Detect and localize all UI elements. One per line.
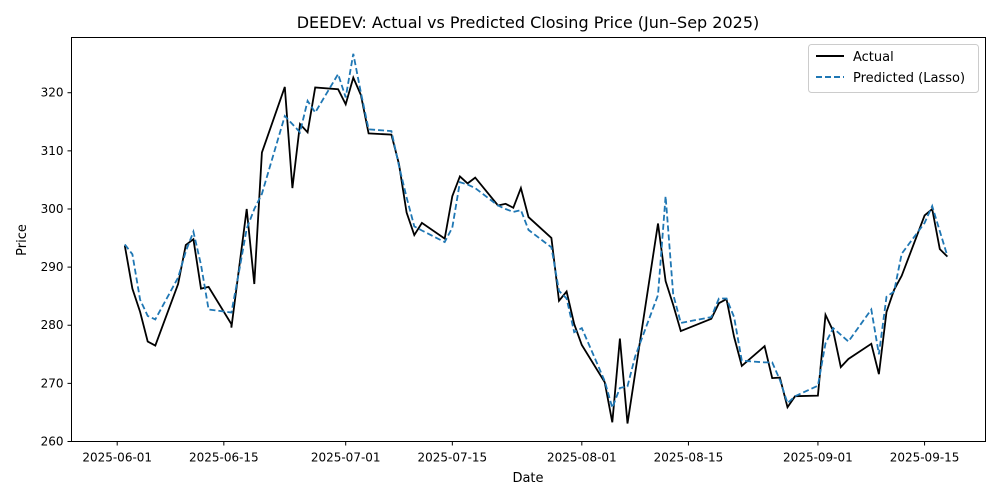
x-tick-label: 2025-09-15 — [890, 451, 960, 465]
x-tick-label: 2025-08-15 — [654, 451, 724, 465]
y-tick-label: 270 — [41, 376, 64, 390]
plot-area — [123, 53, 949, 424]
y-tick-label: 280 — [41, 318, 64, 332]
plot-frame — [71, 37, 986, 442]
y-tick-label: 300 — [41, 202, 64, 216]
legend-label-actual: Actual — [853, 50, 894, 65]
x-tick-label: 2025-06-01 — [82, 451, 152, 465]
y-axis-label: Price — [15, 224, 30, 256]
x-tick-label: 2025-07-15 — [417, 451, 487, 465]
legend-label-predicted: Predicted (Lasso) — [853, 71, 965, 86]
legend: Actual Predicted (Lasso) — [808, 44, 979, 93]
x-axis-label: Date — [512, 471, 543, 486]
series-line-predicted — [124, 53, 949, 411]
y-tick-label: 260 — [41, 435, 64, 449]
x-tick-label: 2025-09-01 — [783, 451, 853, 465]
x-axis: 2025-06-01 2025-06-15 2025-07-01 2025-07-15… — [82, 441, 960, 465]
y-tick-label: 310 — [41, 144, 64, 158]
y-tick-label: 320 — [41, 86, 64, 100]
y-tick-label: 290 — [41, 260, 64, 274]
legend-box — [808, 44, 979, 93]
x-tick-label: 2025-06-15 — [189, 451, 259, 465]
chart-title: DEEDEV: Actual vs Predicted Closing Pric… — [297, 13, 760, 32]
x-tick-label: 2025-07-01 — [311, 451, 381, 465]
y-axis: 260 270 280 290 300 310 320 — [41, 86, 72, 449]
x-tick-label: 2025-08-01 — [547, 451, 617, 465]
series-line-actual — [123, 74, 949, 424]
